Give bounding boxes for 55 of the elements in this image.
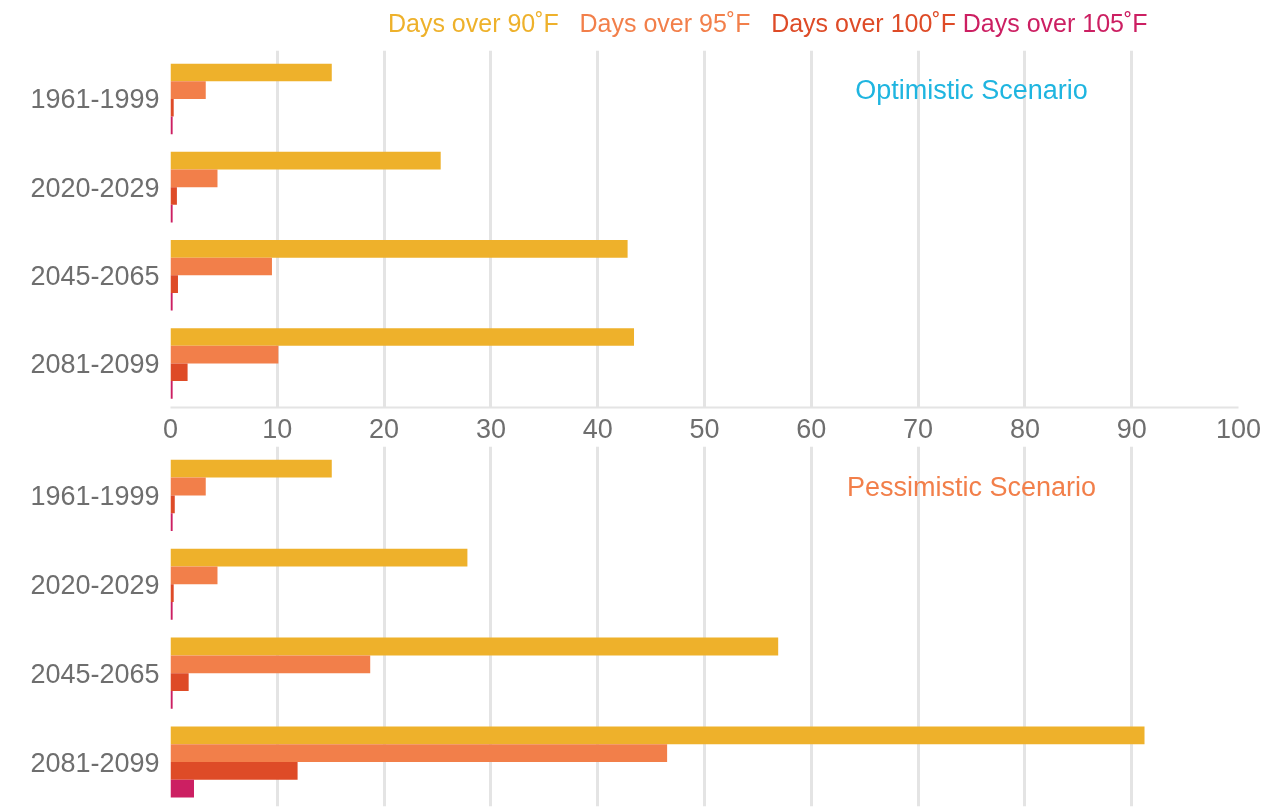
bar bbox=[170, 762, 298, 780]
bar bbox=[170, 381, 173, 399]
x-tick-label: 70 bbox=[903, 413, 934, 444]
bar bbox=[170, 584, 174, 603]
bar bbox=[170, 655, 371, 674]
bar bbox=[170, 275, 178, 293]
x-tick-label: 40 bbox=[582, 413, 613, 444]
y-tick-label: 2081-2099 bbox=[30, 747, 160, 778]
x-tick-label: 100 bbox=[1215, 413, 1262, 444]
text: Days over 90˚F bbox=[387, 8, 559, 37]
bar bbox=[170, 495, 175, 514]
bar bbox=[170, 240, 628, 258]
text: Days over 95˚F bbox=[579, 8, 751, 37]
y-tick-label: 1961-1999 bbox=[30, 480, 160, 511]
bar bbox=[170, 690, 173, 709]
text: Days over 100˚F bbox=[771, 8, 956, 37]
x-tick-label: 0 bbox=[162, 413, 179, 444]
x-tick-label: 50 bbox=[689, 413, 720, 444]
bar bbox=[170, 477, 206, 496]
y-tick-label: 2081-2099 bbox=[30, 348, 160, 379]
bar bbox=[170, 98, 174, 117]
y-tick-label: 2020-2029 bbox=[30, 172, 160, 203]
bar bbox=[170, 257, 272, 276]
y-tick-label: 2045-2065 bbox=[30, 658, 160, 689]
bar bbox=[170, 292, 173, 311]
bar bbox=[170, 363, 188, 382]
bar bbox=[170, 637, 779, 656]
bar bbox=[170, 673, 189, 691]
bar bbox=[170, 81, 206, 99]
text: Days over 105˚F bbox=[962, 8, 1148, 37]
bar bbox=[170, 328, 635, 346]
bar bbox=[170, 548, 468, 567]
bar bbox=[170, 779, 194, 798]
bar bbox=[170, 513, 173, 531]
y-tick-label: 2020-2029 bbox=[30, 569, 160, 600]
bar bbox=[170, 345, 279, 364]
y-tick-label: 1961-1999 bbox=[30, 84, 160, 115]
y-tick-label: 2045-2065 bbox=[30, 260, 160, 291]
bar bbox=[170, 726, 1145, 745]
x-tick-label: 30 bbox=[475, 413, 506, 444]
bar bbox=[170, 169, 218, 188]
bar bbox=[170, 63, 332, 82]
bar bbox=[170, 151, 441, 170]
bar bbox=[170, 187, 177, 205]
x-tick-label: 10 bbox=[262, 413, 293, 444]
x-tick-label: 80 bbox=[1009, 413, 1040, 444]
bar bbox=[170, 566, 218, 585]
x-tick-label: 60 bbox=[796, 413, 827, 444]
x-tick-label: 20 bbox=[369, 413, 400, 444]
annotation: Pessimistic Scenario bbox=[846, 471, 1097, 502]
bar bbox=[170, 459, 332, 478]
x-tick-label: 90 bbox=[1116, 413, 1147, 444]
bar bbox=[170, 602, 173, 620]
annotation: Optimistic Scenario bbox=[855, 75, 1088, 106]
bar bbox=[170, 744, 668, 763]
